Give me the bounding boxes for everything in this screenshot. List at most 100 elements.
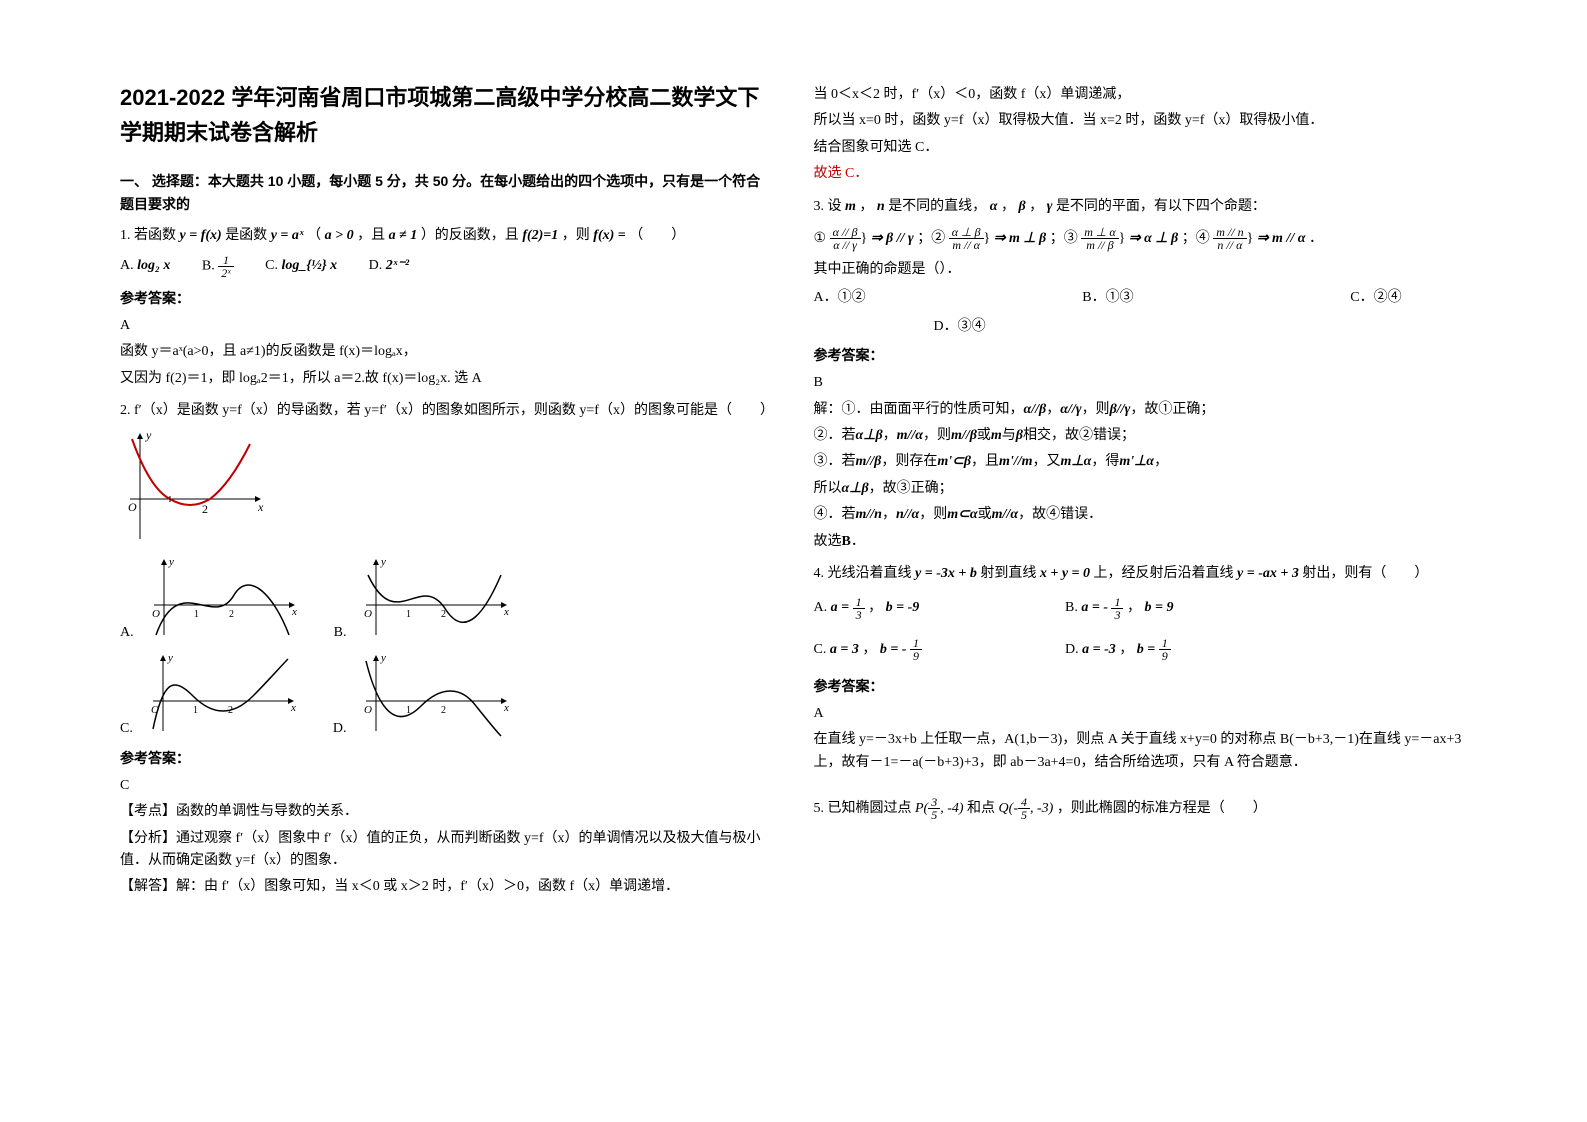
q3-s3L: 所以α⊥β，故③正确；: [814, 478, 1468, 500]
optA-val: log₂ x: [137, 258, 170, 273]
s2b: α⊥β: [856, 428, 883, 443]
jd-lbl: 【解答】: [120, 879, 176, 894]
q4Ad: 3: [853, 609, 865, 621]
q4Bf: 13: [1111, 596, 1123, 621]
q4Bn: 1: [1111, 596, 1123, 609]
q4Bd: 3: [1111, 609, 1123, 621]
q3-a: 3. 设: [814, 199, 842, 214]
q3-s1: 解：①．由面面平行的性质可知，α//β，α//γ，则β//γ，故①正确；: [814, 399, 1468, 421]
q1-optB: B. 1 2ˣ: [202, 254, 234, 279]
q5Qf: 45: [1018, 796, 1030, 821]
q3-C: C．②④: [1350, 287, 1401, 309]
q4Af: 13: [853, 596, 865, 621]
q1-t-c: （: [307, 228, 321, 243]
origin: O: [128, 500, 137, 514]
svg-text:2: 2: [228, 705, 233, 716]
q3-c3: ，: [1029, 199, 1043, 214]
q3-B: B．①③: [1082, 287, 1133, 309]
kd-txt: 函数的单调性与导数的关系．: [176, 804, 358, 819]
q2-derivative-graph: x y O 2: [120, 429, 270, 549]
q4t3: 上，经反射后沿着直线: [1094, 566, 1238, 581]
optC-lbl: C.: [265, 258, 278, 273]
p1-frac: α // βα // γ: [830, 226, 861, 251]
svg-text:O: O: [151, 704, 159, 716]
s4e: ，则: [919, 507, 947, 522]
p3r: ⇒ α ⊥ β: [1129, 231, 1178, 246]
q5Q: Q(-: [999, 801, 1018, 816]
q3-intro: 3. 设 m ， n 是不同的直线， α ， β ， γ 是不同的平面，有以下四…: [814, 196, 1468, 218]
s3f: m'//m: [999, 454, 1032, 469]
s4c: ，: [882, 507, 896, 522]
n3: ；③: [1050, 231, 1078, 246]
s2g: 或: [977, 428, 991, 443]
q2-optA-lbl: A.: [120, 622, 134, 644]
q4B3: b = 9: [1144, 600, 1173, 615]
p2r: ⇒ m ⊥ β: [994, 231, 1047, 246]
q2-jd: 【解答】解：由 f′（x）图象可知，当 x＜0 或 x＞2 时，f′（x）＞0，…: [120, 876, 774, 898]
q4D1: a = -3: [1082, 642, 1116, 657]
q2-panel-B: O 1 2 x y: [356, 555, 516, 645]
q1-t-f: ，则: [562, 228, 594, 243]
svg-text:O: O: [364, 704, 372, 716]
q4Dlbl: D.: [1065, 642, 1079, 657]
q1-optC: C. log_{½} x: [265, 255, 337, 277]
q2-ans: C: [120, 775, 774, 797]
optB-den: 2ˣ: [218, 267, 233, 279]
s1g: ，故①正确；: [1130, 402, 1214, 417]
q4l1: y = -3x + b: [915, 566, 977, 581]
s4b: m//n: [856, 507, 882, 522]
q2-panel-A: O 1 2 x y: [144, 555, 304, 645]
q2-kd: 【考点】函数的单调性与导数的关系．: [120, 801, 774, 823]
fx-lbl: 【分析】: [120, 831, 176, 846]
q2-fx: 【分析】通过观察 f′（x）图象中 f′（x）值的正负，从而判断函数 y=f（x…: [120, 828, 774, 873]
q1-opts: A. log₂ x B. 1 2ˣ C. log_{½} x D. 2ˣ⁻²: [120, 254, 774, 279]
q4Blbl: B.: [1065, 600, 1078, 615]
q1-fx2: y = aˣ: [271, 228, 304, 243]
q4Dd: 9: [1159, 650, 1171, 662]
q3-s4: ④．若m//n，n//α，则m⊂α或m//α，故④错误．: [814, 504, 1468, 526]
jd-txt: 解：由 f′（x）图象可知，当 x＜0 或 x＞2 时，f′（x）＞0，函数 f…: [176, 879, 679, 894]
title: 2021-2022 学年河南省周口市项城第二高级中学分校高二数学文下学期期末试卷…: [120, 80, 774, 150]
q1-optA: A. log₂ x: [120, 255, 170, 277]
q3-opts: A．①② B．①③ C．②④: [814, 287, 1402, 309]
s4d: n//α: [896, 507, 919, 522]
q4-optD: D. a = -3 ， b = 19: [1065, 633, 1171, 667]
s1b: α//β: [1024, 402, 1047, 417]
q4C2: ，: [862, 642, 876, 657]
optB-num: 1: [218, 254, 233, 267]
s4a: ④．若: [814, 507, 856, 522]
s2k: 相交，故②错误；: [1023, 428, 1135, 443]
q4-opts2: C. a = 3 ， b = - 19 D. a = -3 ， b = 19: [814, 633, 1468, 667]
q3-s3: ③．若m//β，则存在m'⊂β，且m'//m，又m⊥α，得m'⊥α，: [814, 451, 1468, 473]
s1a: 解：①．由面面平行的性质可知，: [814, 402, 1024, 417]
svg-text:1: 1: [193, 705, 198, 716]
s1f: β//γ: [1110, 402, 1131, 417]
q1-t-g: （ ）: [629, 228, 685, 243]
q4t4: 射出，则有（ ）: [1302, 566, 1428, 581]
svg-text:x: x: [503, 606, 509, 618]
q3-ans-label: 参考答案：: [814, 344, 1468, 366]
q2-panel-D: O 1 2 x y: [356, 651, 516, 741]
s2c: ，: [883, 428, 897, 443]
q3-ask: 其中正确的命题是（）．: [814, 259, 1468, 281]
q4-optB: B. a = - 13 ， b = 9: [1065, 591, 1173, 625]
q5Qr: , -3): [1030, 801, 1053, 816]
q1-sol1: 函数 y＝aˣ(a>0，且 a≠1)的反函数是 f(x)＝logₐx，: [120, 341, 774, 363]
q1-optD: D. 2ˣ⁻²: [369, 255, 409, 277]
s1d: α//γ: [1060, 402, 1081, 417]
q4-ans-label: 参考答案：: [814, 675, 1468, 697]
q3-m: m: [845, 199, 856, 214]
q4-optC: C. a = 3 ， b = - 19: [814, 633, 1034, 667]
svg-text:2: 2: [229, 609, 234, 620]
optC-val: log_{½} x: [281, 258, 337, 273]
svg-text:O: O: [152, 608, 160, 620]
q5-P: P(35, -4): [915, 801, 967, 816]
q2-stem: 2. f′（x）是函数 y=f（x）的导函数，若 y=f′（x）的图象如图所示，…: [120, 400, 774, 422]
q1-fx1: y = f(x): [180, 228, 222, 243]
p1r: ⇒ β // γ: [871, 231, 914, 246]
s4h: m//α: [992, 507, 1018, 522]
ylabel: y: [145, 429, 152, 442]
q1-cond2: a ≠ 1: [389, 228, 418, 243]
p1b: α // γ: [830, 239, 861, 251]
q5t1: 5. 已知椭圆过点: [814, 801, 916, 816]
